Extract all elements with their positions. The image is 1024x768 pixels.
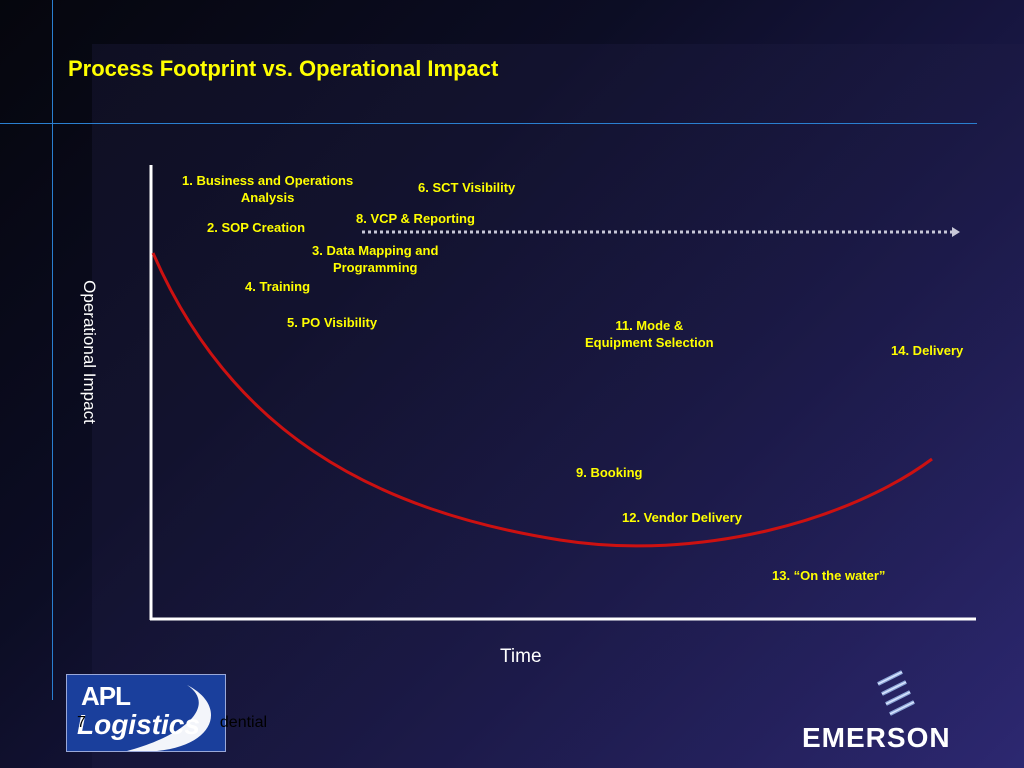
y-axis-label: Operational Impact	[80, 280, 99, 424]
emerson-icon	[877, 670, 915, 716]
footer-confidential: 7 dential	[77, 714, 268, 731]
vertical-rule	[52, 0, 53, 700]
dotted-arrow-head	[952, 227, 960, 237]
step-11-label: 11. Mode & Equipment Selection	[585, 318, 714, 350]
apl-logo-text: APL	[81, 681, 131, 711]
apl-swoosh-icon	[127, 685, 211, 751]
step-9-label: 9. Booking	[576, 465, 643, 480]
x-axis-label: Time	[500, 646, 542, 667]
logistics-logo-text: Logistics	[77, 709, 200, 740]
step-8-label: 8. VCP & Reporting	[356, 211, 475, 226]
step-13-label: 13. “On the water”	[772, 568, 886, 583]
step-2-label: 2. SOP Creation	[207, 220, 306, 235]
slide-title: Process Footprint vs. Operational Impact	[68, 56, 499, 81]
step-14-label: 14. Delivery	[891, 343, 964, 358]
impact-curve	[151, 252, 933, 548]
slide-background-panel	[92, 44, 1024, 768]
step-6-label: 6. SCT Visibility	[418, 180, 516, 195]
step-5-label: 5. PO Visibility	[287, 315, 378, 330]
step-4-label: 4. Training	[245, 279, 311, 294]
emerson-logo-text: EMERSON	[802, 722, 951, 753]
horizontal-rule	[0, 123, 977, 124]
step-1-label: 1. Business and Operations Analysis	[182, 173, 354, 205]
step-3-label: 3. Data Mapping and Programming	[312, 243, 439, 275]
apl-logistics-logo: APL Logistics	[66, 674, 226, 752]
step-12-label: 12. Vendor Delivery	[622, 510, 742, 525]
